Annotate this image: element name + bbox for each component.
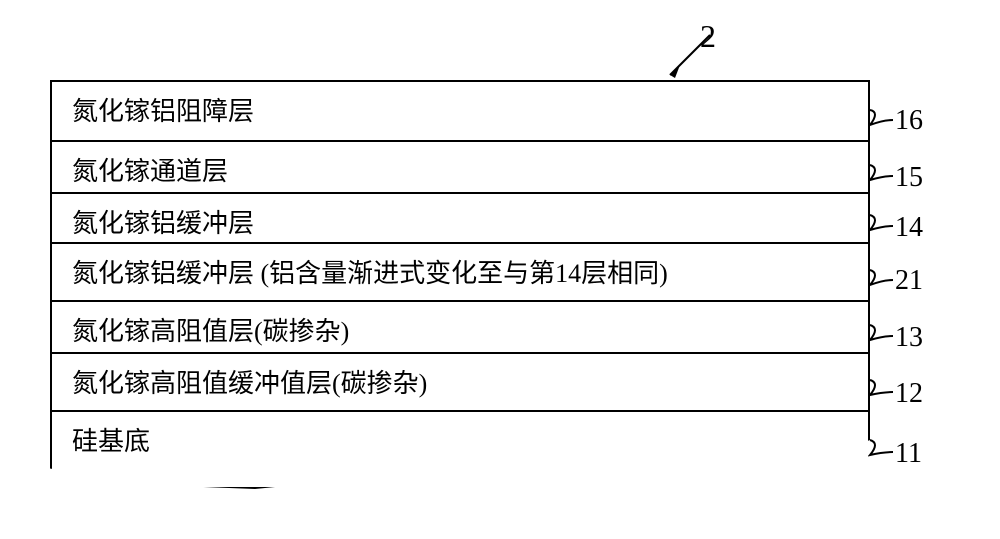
ref-label-13: 13 [895, 322, 923, 354]
layer-21: 氮化镓铝缓冲层 (铝含量渐进式变化至与第14层相同) [52, 244, 868, 302]
layer-label: 氮化镓高阻值缓冲值层(碳掺杂) [72, 369, 427, 398]
layer-label: 氮化镓通道层 [72, 157, 228, 186]
layer-diagram: 氮化镓铝阻障层 氮化镓通道层 氮化镓铝缓冲层 氮化镓铝缓冲层 (铝含量渐进式变化… [50, 80, 870, 489]
layer-label: 氮化镓高阻值层(碳掺杂) [72, 317, 349, 346]
layer-stack: 氮化镓铝阻障层 氮化镓通道层 氮化镓铝缓冲层 氮化镓铝缓冲层 (铝含量渐进式变化… [50, 80, 870, 489]
ref-label-11: 11 [895, 438, 922, 470]
layer-11: 硅基底 [52, 412, 868, 487]
layer-12: 氮化镓高阻值缓冲值层(碳掺杂) [52, 354, 868, 412]
ref-label-14: 14 [895, 212, 923, 244]
reference-arrow [660, 30, 720, 80]
layer-15: 氮化镓通道层 [52, 142, 868, 194]
ref-label-16: 16 [895, 105, 923, 137]
layer-13: 氮化镓高阻值层(碳掺杂) [52, 302, 868, 354]
layer-label: 氮化镓铝缓冲层 [72, 209, 254, 238]
layer-14: 氮化镓铝缓冲层 [52, 194, 868, 244]
ref-label-12: 12 [895, 378, 923, 410]
ref-label-15: 15 [895, 162, 923, 194]
layer-label: 氮化镓铝阻障层 [72, 97, 254, 126]
ref-label-21: 21 [895, 265, 923, 297]
layer-16: 氮化镓铝阻障层 [52, 82, 868, 142]
layer-label: 硅基底 [72, 427, 150, 456]
layer-label: 氮化镓铝缓冲层 (铝含量渐进式变化至与第14层相同) [72, 259, 668, 288]
